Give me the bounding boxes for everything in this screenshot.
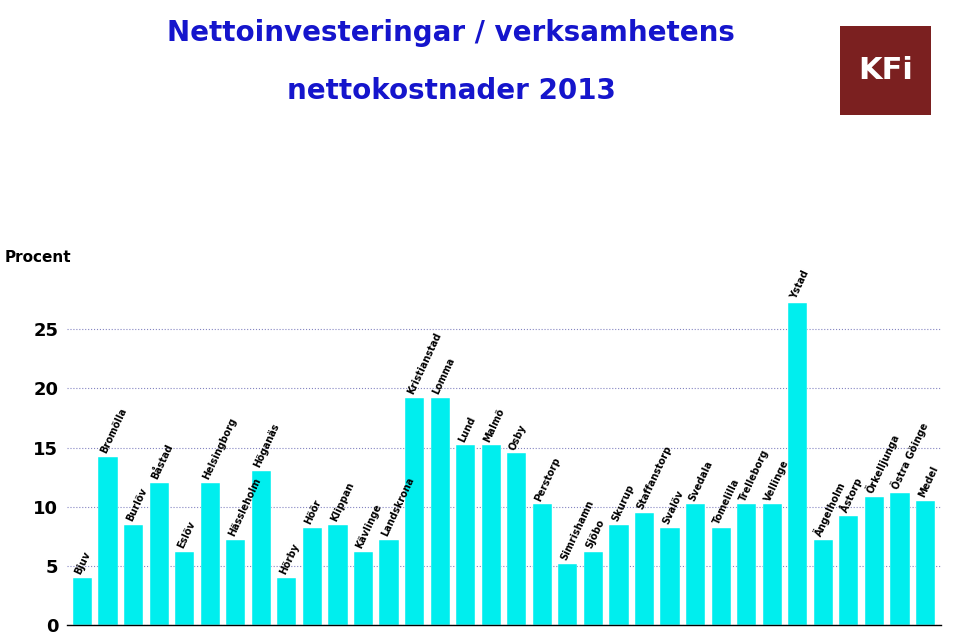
Bar	[150, 483, 169, 625]
Text: Osby: Osby	[508, 422, 528, 452]
Text: Helsingborg: Helsingborg	[202, 416, 239, 481]
Text: Kävlinge: Kävlinge	[354, 502, 384, 550]
Text: Skurup: Skurup	[610, 482, 636, 523]
Text: Procent: Procent	[5, 249, 71, 265]
Text: Båstad: Båstad	[150, 443, 175, 481]
Text: Nettoinvesteringar / verksamhetens: Nettoinvesteringar / verksamhetens	[167, 19, 735, 47]
Bar	[584, 552, 603, 625]
Bar	[762, 505, 781, 625]
Text: Landskrona: Landskrona	[380, 476, 416, 538]
Bar	[227, 540, 246, 625]
Bar	[839, 516, 858, 625]
Bar	[431, 397, 449, 625]
Bar	[328, 524, 348, 625]
Bar	[252, 471, 271, 625]
Text: Östra Göinge: Östra Göinge	[889, 420, 930, 491]
Bar	[482, 445, 501, 625]
Text: Kristianstad: Kristianstad	[405, 331, 443, 396]
Text: Bromölla: Bromölla	[99, 406, 129, 456]
Bar	[610, 524, 629, 625]
Bar	[405, 397, 424, 625]
Bar	[635, 513, 654, 625]
Bar	[73, 578, 92, 625]
Bar	[533, 505, 552, 625]
Text: Perstorp: Perstorp	[533, 456, 563, 503]
Text: Lomma: Lomma	[431, 356, 457, 396]
Text: Ängelholm: Ängelholm	[812, 480, 848, 538]
Bar	[686, 505, 706, 625]
Bar	[379, 540, 398, 625]
Text: Lund: Lund	[457, 415, 477, 443]
Bar	[507, 454, 526, 625]
Bar	[175, 552, 194, 625]
Text: KFi: KFi	[858, 56, 913, 85]
Text: Staffanstorp: Staffanstorp	[636, 444, 674, 511]
Text: Svedala: Svedala	[686, 459, 714, 503]
Bar	[277, 578, 297, 625]
Text: Höganäs: Höganäs	[252, 422, 281, 470]
Text: Klippan: Klippan	[329, 480, 356, 523]
Text: Svalöv: Svalöv	[661, 489, 685, 526]
Bar	[865, 497, 884, 625]
Bar	[660, 528, 680, 625]
Bar	[302, 528, 322, 625]
Bar	[124, 524, 143, 625]
Bar	[814, 540, 833, 625]
Bar	[711, 528, 731, 625]
Bar	[916, 501, 935, 625]
Text: Eslöv: Eslöv	[176, 519, 197, 550]
Text: Örkelljunga: Örkelljunga	[863, 433, 901, 496]
Text: Burlöv: Burlöv	[125, 486, 149, 523]
Text: Åstorp: Åstorp	[838, 477, 864, 514]
Text: Malmö: Malmö	[482, 406, 507, 443]
Bar	[737, 505, 756, 625]
Text: Ystad: Ystad	[789, 269, 811, 301]
Text: Sjöbo: Sjöbo	[585, 517, 607, 550]
Bar	[788, 303, 807, 625]
Bar	[456, 445, 475, 625]
Bar	[201, 483, 220, 625]
Text: Trelleborg: Trelleborg	[737, 447, 771, 503]
Text: Tomelilla: Tomelilla	[712, 477, 742, 526]
Text: Medel: Medel	[917, 464, 940, 499]
Bar	[559, 563, 577, 625]
Bar	[99, 457, 118, 625]
Bar	[354, 552, 373, 625]
Text: Hässleholm: Hässleholm	[227, 477, 263, 538]
Text: nettokostnader 2013: nettokostnader 2013	[287, 77, 615, 105]
Bar	[890, 493, 909, 625]
Text: Simrishamn: Simrishamn	[559, 498, 595, 562]
Text: Vellinge: Vellinge	[763, 458, 791, 503]
Text: Hörby: Hörby	[277, 542, 300, 576]
Text: Höör: Höör	[303, 498, 324, 526]
Text: Bjuv: Bjuv	[74, 550, 93, 576]
